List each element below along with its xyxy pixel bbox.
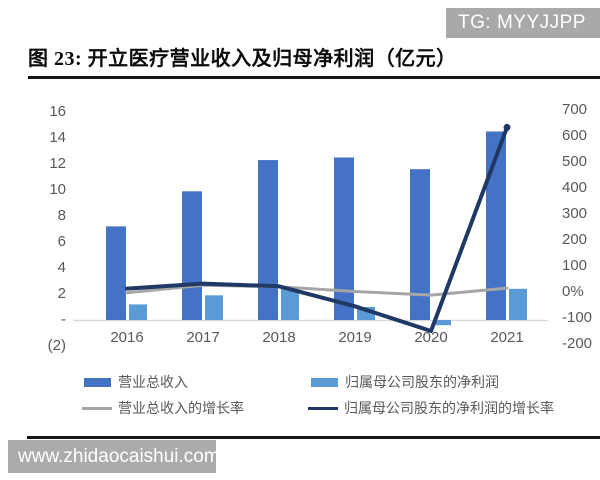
y-axis-right-tick--100: -100 xyxy=(562,309,593,326)
legend-swatch-net-profit xyxy=(311,377,338,387)
legend-label-net-profit-growth: 归属母公司股东的净利润的增长率 xyxy=(344,400,554,416)
bar-profit-2021 xyxy=(509,288,527,320)
legend-item-revenue-growth: 营业总收入的增长率 xyxy=(82,398,244,418)
y-axis-right-tick-700: 700 xyxy=(562,101,588,118)
x-axis-label-2020: 2020 xyxy=(414,329,448,346)
y-axis-left-tick-6: 6 xyxy=(57,233,66,250)
watermark: www.zhidaocaishui.com xyxy=(8,440,220,473)
legend-swatch-revenue xyxy=(84,377,111,387)
footer-rule xyxy=(27,436,600,439)
legend-item-net-profit: 归属母公司股东的净利润 xyxy=(311,372,499,392)
y-axis-left-tick-14: 14 xyxy=(49,129,66,146)
x-axis-label-2017: 2017 xyxy=(186,329,220,346)
y-axis-left-tick-4: 4 xyxy=(57,259,66,276)
y-axis-left-tick-2: 2 xyxy=(57,285,66,302)
x-axis-label-2019: 2019 xyxy=(338,329,372,346)
bar-revenue-2021 xyxy=(486,131,506,320)
y-axis-left-tick--: - xyxy=(61,311,66,328)
y-axis-right-tick-600: 600 xyxy=(562,127,588,144)
y-axis-left-tick-8: 8 xyxy=(57,207,66,224)
legend-item-net-profit-growth: 归属母公司股东的净利润的增长率 xyxy=(308,398,554,418)
legend-swatch-revenue-growth xyxy=(82,406,112,410)
bar-profit-2020 xyxy=(433,320,451,326)
x-axis-label-2016: 2016 xyxy=(110,329,144,346)
y-axis-right-tick-100: 100 xyxy=(562,257,588,274)
bar-profit-2016 xyxy=(129,304,147,320)
legend-swatch-net-profit-growth xyxy=(308,406,338,410)
bar-profit-2017 xyxy=(205,295,223,320)
bar-revenue-2017 xyxy=(182,191,202,320)
line-profit-growth xyxy=(125,125,509,333)
telegram-badge: TG: MYYJJPP xyxy=(446,8,600,38)
bar-revenue-2020 xyxy=(410,169,430,320)
x-axis-label-2021: 2021 xyxy=(490,329,524,346)
y-axis-right-tick-400: 400 xyxy=(562,179,588,196)
bar-profit-2018 xyxy=(281,287,299,320)
y-axis-right-tick-0%: 0% xyxy=(562,283,584,300)
legend-label-net-profit: 归属母公司股东的净利润 xyxy=(345,374,499,390)
bar-revenue-2018 xyxy=(258,160,278,320)
y-axis-left-tick-(2): (2) xyxy=(47,337,66,354)
legend-item-revenue: 营业总收入 xyxy=(84,372,188,392)
bar-revenue-2016 xyxy=(106,226,126,320)
legend-label-revenue-growth: 营业总收入的增长率 xyxy=(118,400,244,416)
y-axis-right-tick-300: 300 xyxy=(562,205,588,222)
y-axis-left-tick-10: 10 xyxy=(49,181,66,198)
y-axis-right-tick-500: 500 xyxy=(562,153,588,170)
line-endpoint-marker xyxy=(503,123,511,131)
x-axis-label-2018: 2018 xyxy=(262,329,296,346)
y-axis-left-tick-12: 12 xyxy=(49,155,66,172)
figure-title: 图 23: 开立医疗营业收入及归母净利润（亿元） xyxy=(28,48,457,70)
y-axis-left-tick-16: 16 xyxy=(49,103,66,120)
chart-legend: 营业总收入 归属母公司股东的净利润 营业总收入的增长率 归属母公司股东的净利润的… xyxy=(0,366,600,418)
bar-revenue-2019 xyxy=(334,157,354,320)
y-axis-right-tick-200: 200 xyxy=(562,231,588,248)
title-underline xyxy=(28,76,600,79)
y-axis-right-tick--200: -200 xyxy=(562,335,593,352)
legend-label-revenue: 营业总收入 xyxy=(118,374,188,390)
